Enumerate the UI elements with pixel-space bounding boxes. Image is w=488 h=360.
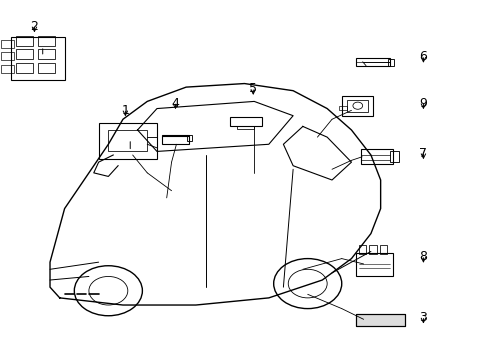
Bar bbox=[99, 123, 157, 158]
Text: 7: 7 bbox=[419, 147, 427, 160]
Bar bbox=[341, 96, 372, 116]
Bar bbox=[1, 53, 14, 60]
Text: 1: 1 bbox=[121, 104, 129, 117]
Bar bbox=[389, 151, 398, 162]
Bar bbox=[346, 100, 368, 112]
Bar bbox=[38, 49, 55, 59]
Bar bbox=[356, 314, 404, 327]
Bar bbox=[186, 135, 192, 141]
Bar bbox=[38, 36, 55, 46]
Bar bbox=[11, 37, 64, 80]
Bar bbox=[108, 130, 147, 152]
Bar bbox=[162, 135, 188, 144]
Bar bbox=[356, 58, 389, 66]
Bar bbox=[229, 117, 261, 126]
Bar bbox=[1, 65, 14, 73]
Text: 5: 5 bbox=[249, 82, 257, 95]
Bar bbox=[369, 245, 376, 254]
Bar bbox=[16, 49, 33, 59]
Bar bbox=[1, 40, 14, 48]
Bar bbox=[356, 253, 392, 276]
Text: 9: 9 bbox=[419, 97, 427, 110]
Bar bbox=[339, 106, 346, 111]
Text: 3: 3 bbox=[419, 311, 427, 324]
Bar bbox=[356, 314, 404, 327]
Text: 2: 2 bbox=[30, 20, 39, 33]
Bar bbox=[379, 245, 386, 254]
Text: 4: 4 bbox=[171, 97, 179, 110]
Bar bbox=[16, 36, 33, 46]
Bar bbox=[387, 59, 393, 66]
Text: 8: 8 bbox=[419, 250, 427, 263]
Bar bbox=[358, 245, 366, 254]
Bar bbox=[361, 149, 392, 164]
Bar bbox=[16, 63, 33, 73]
Bar bbox=[38, 63, 55, 73]
Text: 6: 6 bbox=[419, 50, 427, 63]
Bar bbox=[237, 126, 254, 129]
